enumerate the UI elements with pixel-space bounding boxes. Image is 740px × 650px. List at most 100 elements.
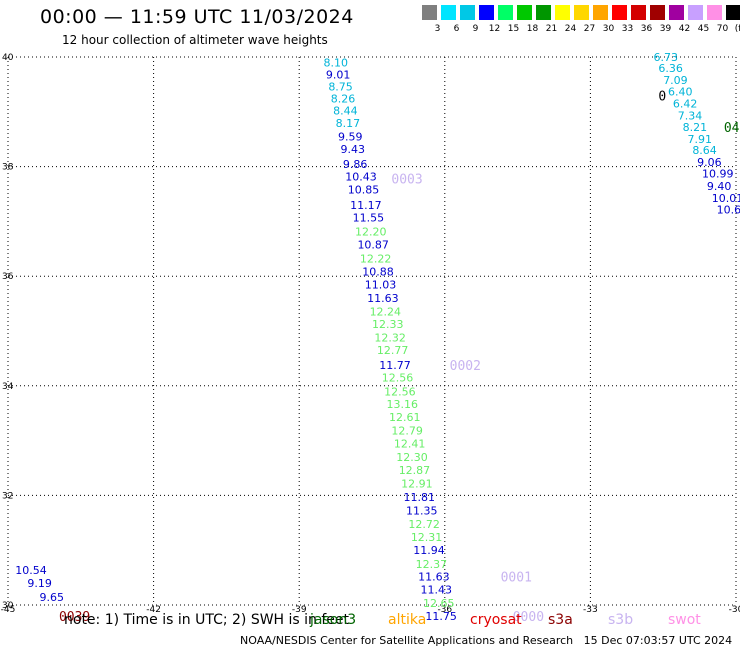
y-tick-label: 36 — [2, 272, 14, 282]
scale-label: 70 — [716, 24, 729, 34]
x-tick-label: -30 — [729, 605, 740, 615]
grid-lines — [7, 56, 737, 606]
swh-value-label: 10.88 — [362, 265, 394, 278]
scale-label: (ft) — [734, 24, 740, 34]
scale-swatch — [460, 5, 475, 20]
scale-label: 6 — [453, 24, 460, 34]
data-labels: 8.109.018.758.268.448.179.599.43 9.8610.4… — [15, 51, 740, 623]
swh-value-label: 12.22 — [360, 253, 392, 266]
scale-swatch — [498, 5, 513, 20]
swh-value-label: 12.20 — [355, 225, 387, 238]
pass-number-label: 0001 — [501, 571, 532, 586]
swh-value-label: 8.44 — [333, 105, 358, 118]
credit-text: NOAA/NESDIS Center for Satellite Applica… — [240, 634, 574, 647]
swh-value-label: 12.79 — [391, 425, 423, 438]
timestamp-text: 15 Dec 07:03:57 UTC 2024 — [583, 634, 733, 647]
swh-value-label: 12.31 — [411, 531, 443, 544]
scale-label: 12 — [488, 24, 501, 34]
scale-label: 39 — [659, 24, 672, 34]
swh-value-label: 6.73 — [653, 51, 678, 64]
scale-label: 42 — [678, 24, 691, 34]
pass-number-label: 0039 — [59, 610, 90, 625]
swh-value-label: 10.01 — [712, 192, 740, 205]
swh-value-label: 10.87 — [357, 238, 389, 251]
swh-value-label: 12.65 — [423, 597, 455, 610]
swh-value-label: 7.91 — [687, 133, 712, 146]
swh-value-label: 12.72 — [408, 518, 440, 531]
swh-value-label: 12.37 — [416, 558, 448, 571]
swh-value-label: 11.75 — [425, 610, 457, 623]
scale-swatch — [688, 5, 703, 20]
swh-value-label: 11.77 — [379, 359, 411, 372]
swh-value-label: 8.17 — [336, 117, 361, 130]
pass-number-label: 0002 — [450, 359, 481, 374]
x-tick-label: -45 — [1, 605, 16, 615]
x-tick-label: -36 — [437, 605, 452, 615]
swh-value-label: 11.55 — [353, 212, 385, 225]
swh-value-label: 9.01 — [326, 69, 351, 82]
swh-value-label: 12.30 — [396, 451, 428, 464]
swh-value-label: 11.43 — [421, 584, 453, 597]
swh-value-label: 8.75 — [328, 81, 353, 94]
swh-value-label: 10.60 — [717, 203, 740, 216]
swh-value-label: 6.40 — [668, 86, 693, 99]
legend-item-s3b: s3b — [608, 612, 634, 628]
swh-value-label: 11.17 — [350, 199, 382, 212]
swh-value-label: 11.94 — [413, 544, 445, 557]
chart-subtitle: 12 hour collection of altimeter wave hei… — [62, 33, 328, 47]
scale-label: 21 — [545, 24, 558, 34]
swh-value-label: 11.81 — [404, 491, 436, 504]
swh-value-label: 10.85 — [348, 184, 380, 197]
swh-value-label: 8.26 — [331, 93, 356, 106]
swh-value-label: 11.35 — [406, 505, 438, 518]
swh-value-label: 9.65 — [40, 591, 64, 604]
scale-swatch — [422, 5, 437, 20]
y-tick-label: 32 — [2, 491, 13, 501]
swh-value-label: 12.33 — [372, 318, 404, 331]
swh-value-label: 11.63 — [367, 292, 399, 305]
scale-swatch — [441, 5, 456, 20]
swh-value-label: 9.86 — [343, 158, 368, 171]
swh-value-label: 11.63 — [418, 571, 450, 584]
swh-value-label: 10.43 — [345, 170, 377, 183]
swh-value-label: 9.40 — [707, 180, 732, 193]
swh-value-label: 8.10 — [323, 56, 348, 69]
scale-swatch — [574, 5, 589, 20]
swh-value-label: 6.36 — [658, 62, 683, 75]
scale-label: 27 — [583, 24, 596, 34]
swh-value-label: 12.61 — [389, 411, 421, 424]
legend-item-cryosat: cryosat — [470, 612, 522, 628]
swh-value-label: 12.91 — [401, 477, 433, 490]
scale-label: 45 — [697, 24, 710, 34]
footer-credit: NOAA/NESDIS Center for Satellite Applica… — [240, 634, 732, 647]
swh-value-label: 12.56 — [382, 372, 414, 385]
swh-value-label: 7.34 — [678, 110, 703, 123]
x-tick-label: -42 — [146, 605, 161, 615]
scale-swatch — [650, 5, 665, 20]
y-tick-label: 34 — [2, 382, 14, 392]
legend-item-swot: swot — [668, 612, 701, 628]
scale-swatch — [593, 5, 608, 20]
x-tick-label: -39 — [292, 605, 307, 615]
scale-label: 18 — [526, 24, 539, 34]
scale-swatch — [555, 5, 570, 20]
scale-swatch — [631, 5, 646, 20]
pass-number-label: 0 — [658, 89, 666, 104]
scale-swatch — [479, 5, 494, 20]
scale-swatch — [707, 5, 722, 20]
swh-value-label: 12.41 — [394, 437, 426, 450]
swh-value-label: 13.16 — [387, 398, 419, 411]
pass-number-label: 0000 — [513, 610, 544, 625]
y-tick-label: 30 — [2, 601, 14, 611]
swh-value-label: 8.64 — [692, 144, 717, 157]
swh-value-label: 12.56 — [384, 385, 416, 398]
swh-value-label: 12.32 — [374, 332, 406, 345]
swh-value-label: 9.59 — [338, 130, 363, 143]
chart-title: 00:00 — 11:59 UTC 11/03/2024 — [40, 6, 354, 28]
swh-value-label: 7.09 — [663, 74, 688, 87]
x-tick-label: -33 — [583, 605, 598, 615]
pass-labels: 0003 0002 0001 0000 0039 04 0 — [59, 89, 740, 625]
legend-item-jason3: jason3 — [310, 612, 357, 628]
footer-note: note: 1) Time is in UTC; 2) SWH is in fe… — [64, 612, 350, 628]
